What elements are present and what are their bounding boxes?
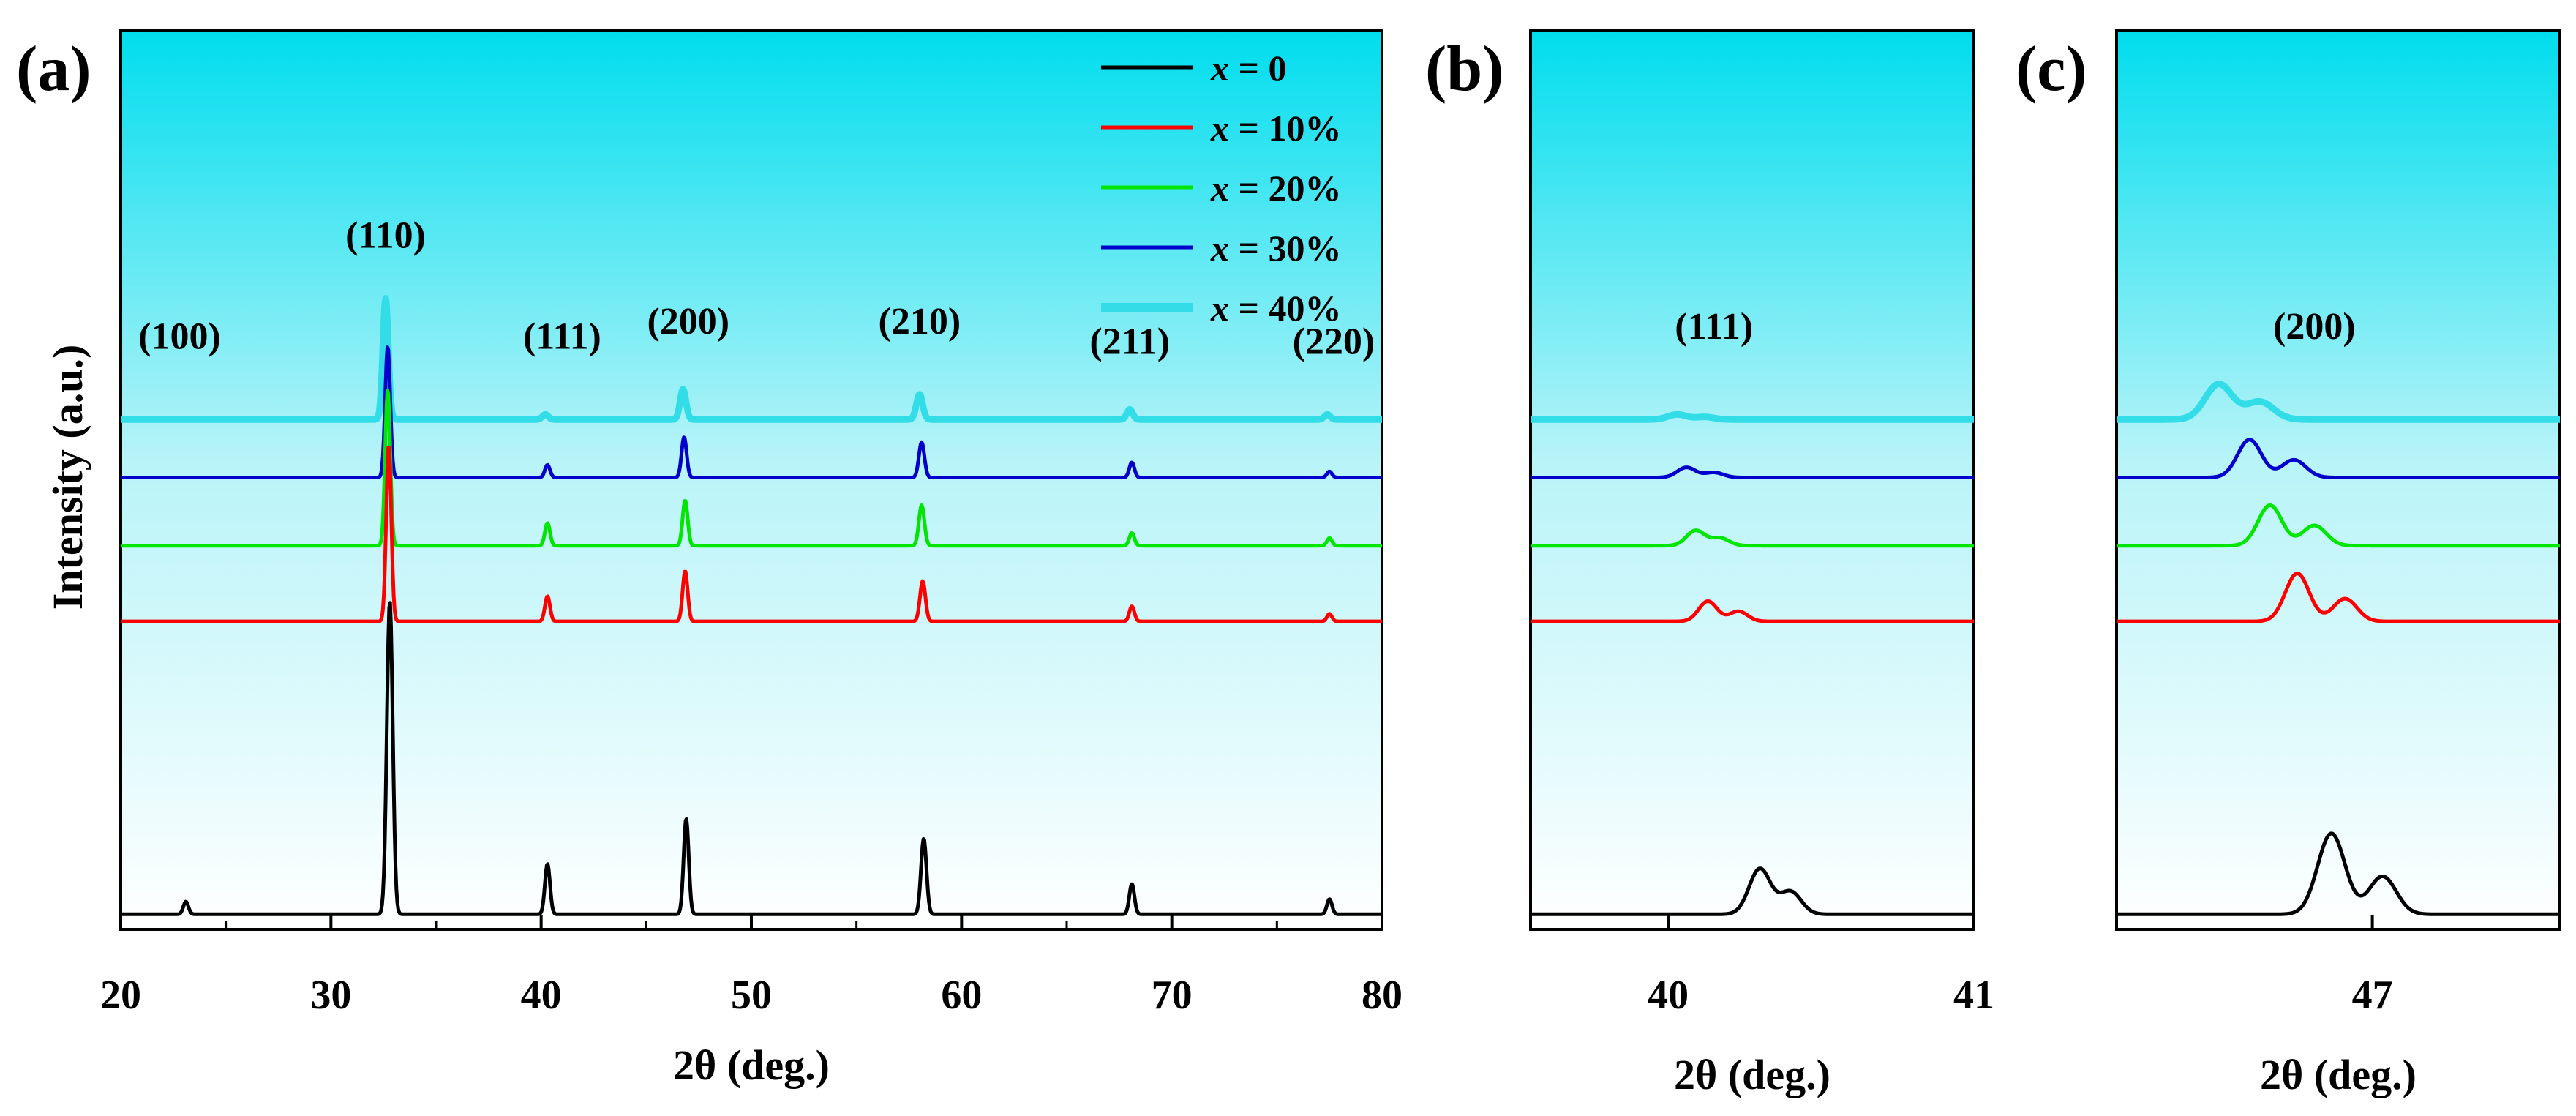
series-line-x40 [2113, 381, 2564, 423]
panel-b-frame [1529, 29, 1975, 931]
panel-c-frame [2115, 29, 2561, 931]
panel-a-label: (a) [16, 34, 91, 105]
y-axis-title: Intensity (a.u.) [44, 345, 91, 610]
series-line-x20 [1528, 528, 1976, 548]
peak-label: (211) [1089, 321, 1170, 363]
series-line-x0 [1528, 866, 1976, 916]
panel-b-label: (b) [1425, 34, 1504, 105]
panel-a-series [118, 295, 1385, 916]
panel-a-frame [119, 29, 1383, 931]
panel-b-series [1527, 411, 1978, 916]
series-line-x10 [1528, 599, 1976, 623]
legend-label-x20: x = 20% [1210, 168, 1342, 209]
peak-label: (110) [345, 215, 426, 257]
panel-b-x-ticks: 40 41 [1648, 915, 1994, 1018]
legend-label-x0: x = 0 [1210, 48, 1287, 89]
series-line-x0 [119, 601, 1383, 916]
panel-a: 20 30 40 50 60 70 80 (100) (110) (111) (200) (210)… [16, 29, 1402, 1089]
x-tick-label: 40 [1648, 973, 1689, 1018]
series-line-x30 [1528, 465, 1976, 480]
x-tick-label: 50 [731, 973, 772, 1018]
panel-b-x-axis-title: 2θ (deg.) [1674, 1051, 1830, 1098]
legend-label-x30: x = 30% [1210, 228, 1342, 269]
legend-label-x10: x = 10% [1210, 108, 1342, 149]
panel-c-series [2113, 381, 2564, 916]
peak-label: (100) [138, 316, 221, 358]
panel-c-label: (c) [2016, 34, 2087, 105]
x-tick-label: 20 [100, 973, 141, 1018]
peak-label: (200) [2273, 306, 2356, 348]
series-line-x10 [2114, 572, 2562, 623]
panel-c-x-axis-title: 2θ (deg.) [2260, 1051, 2417, 1098]
series-line-x30 [2114, 438, 2562, 480]
panel-a-x-ticks: 20 30 40 50 60 70 80 [100, 915, 1402, 1018]
peak-label: (220) [1293, 321, 1375, 363]
series-line-x20 [119, 388, 1383, 548]
panel-a-x-axis-title: 2θ (deg.) [673, 1041, 830, 1089]
peak-label: (210) [879, 301, 961, 342]
x-tick-label: 30 [310, 973, 351, 1018]
panel-a-peak-labels: (100) (110) (111) (200) (210) (211) (220) [138, 215, 1375, 363]
panel-c-x-ticks: 47 [2352, 915, 2393, 1018]
series-line-x10 [119, 446, 1383, 623]
panel-b-peak-labels: (111) [1675, 306, 1753, 348]
panel-c: 47 (200) (c) 2θ (deg.) [2016, 29, 2564, 1098]
x-tick-label: 41 [1953, 973, 1994, 1018]
series-line-x20 [2114, 503, 2562, 548]
series-line-x40 [118, 295, 1385, 423]
x-tick-label: 70 [1152, 973, 1193, 1018]
x-tick-label: 47 [2352, 973, 2393, 1018]
series-line-x0 [2114, 831, 2562, 916]
series-line-x40 [1527, 411, 1978, 423]
panel-c-peak-labels: (200) [2273, 306, 2356, 348]
series-line-x30 [119, 345, 1383, 480]
x-tick-label: 60 [941, 973, 982, 1018]
legend: x = 0 x = 10% x = 20% x = 30% x = 40% [1101, 48, 1342, 329]
legend-label-x40: x = 40% [1210, 288, 1342, 329]
x-tick-label: 80 [1362, 973, 1402, 1018]
peak-label: (111) [1675, 306, 1753, 348]
x-tick-label: 40 [521, 973, 562, 1018]
peak-label: (200) [647, 301, 729, 342]
peak-label: (111) [523, 316, 601, 358]
panel-b: 40 41 (111) (b) 2θ (deg.) [1425, 29, 1994, 1098]
